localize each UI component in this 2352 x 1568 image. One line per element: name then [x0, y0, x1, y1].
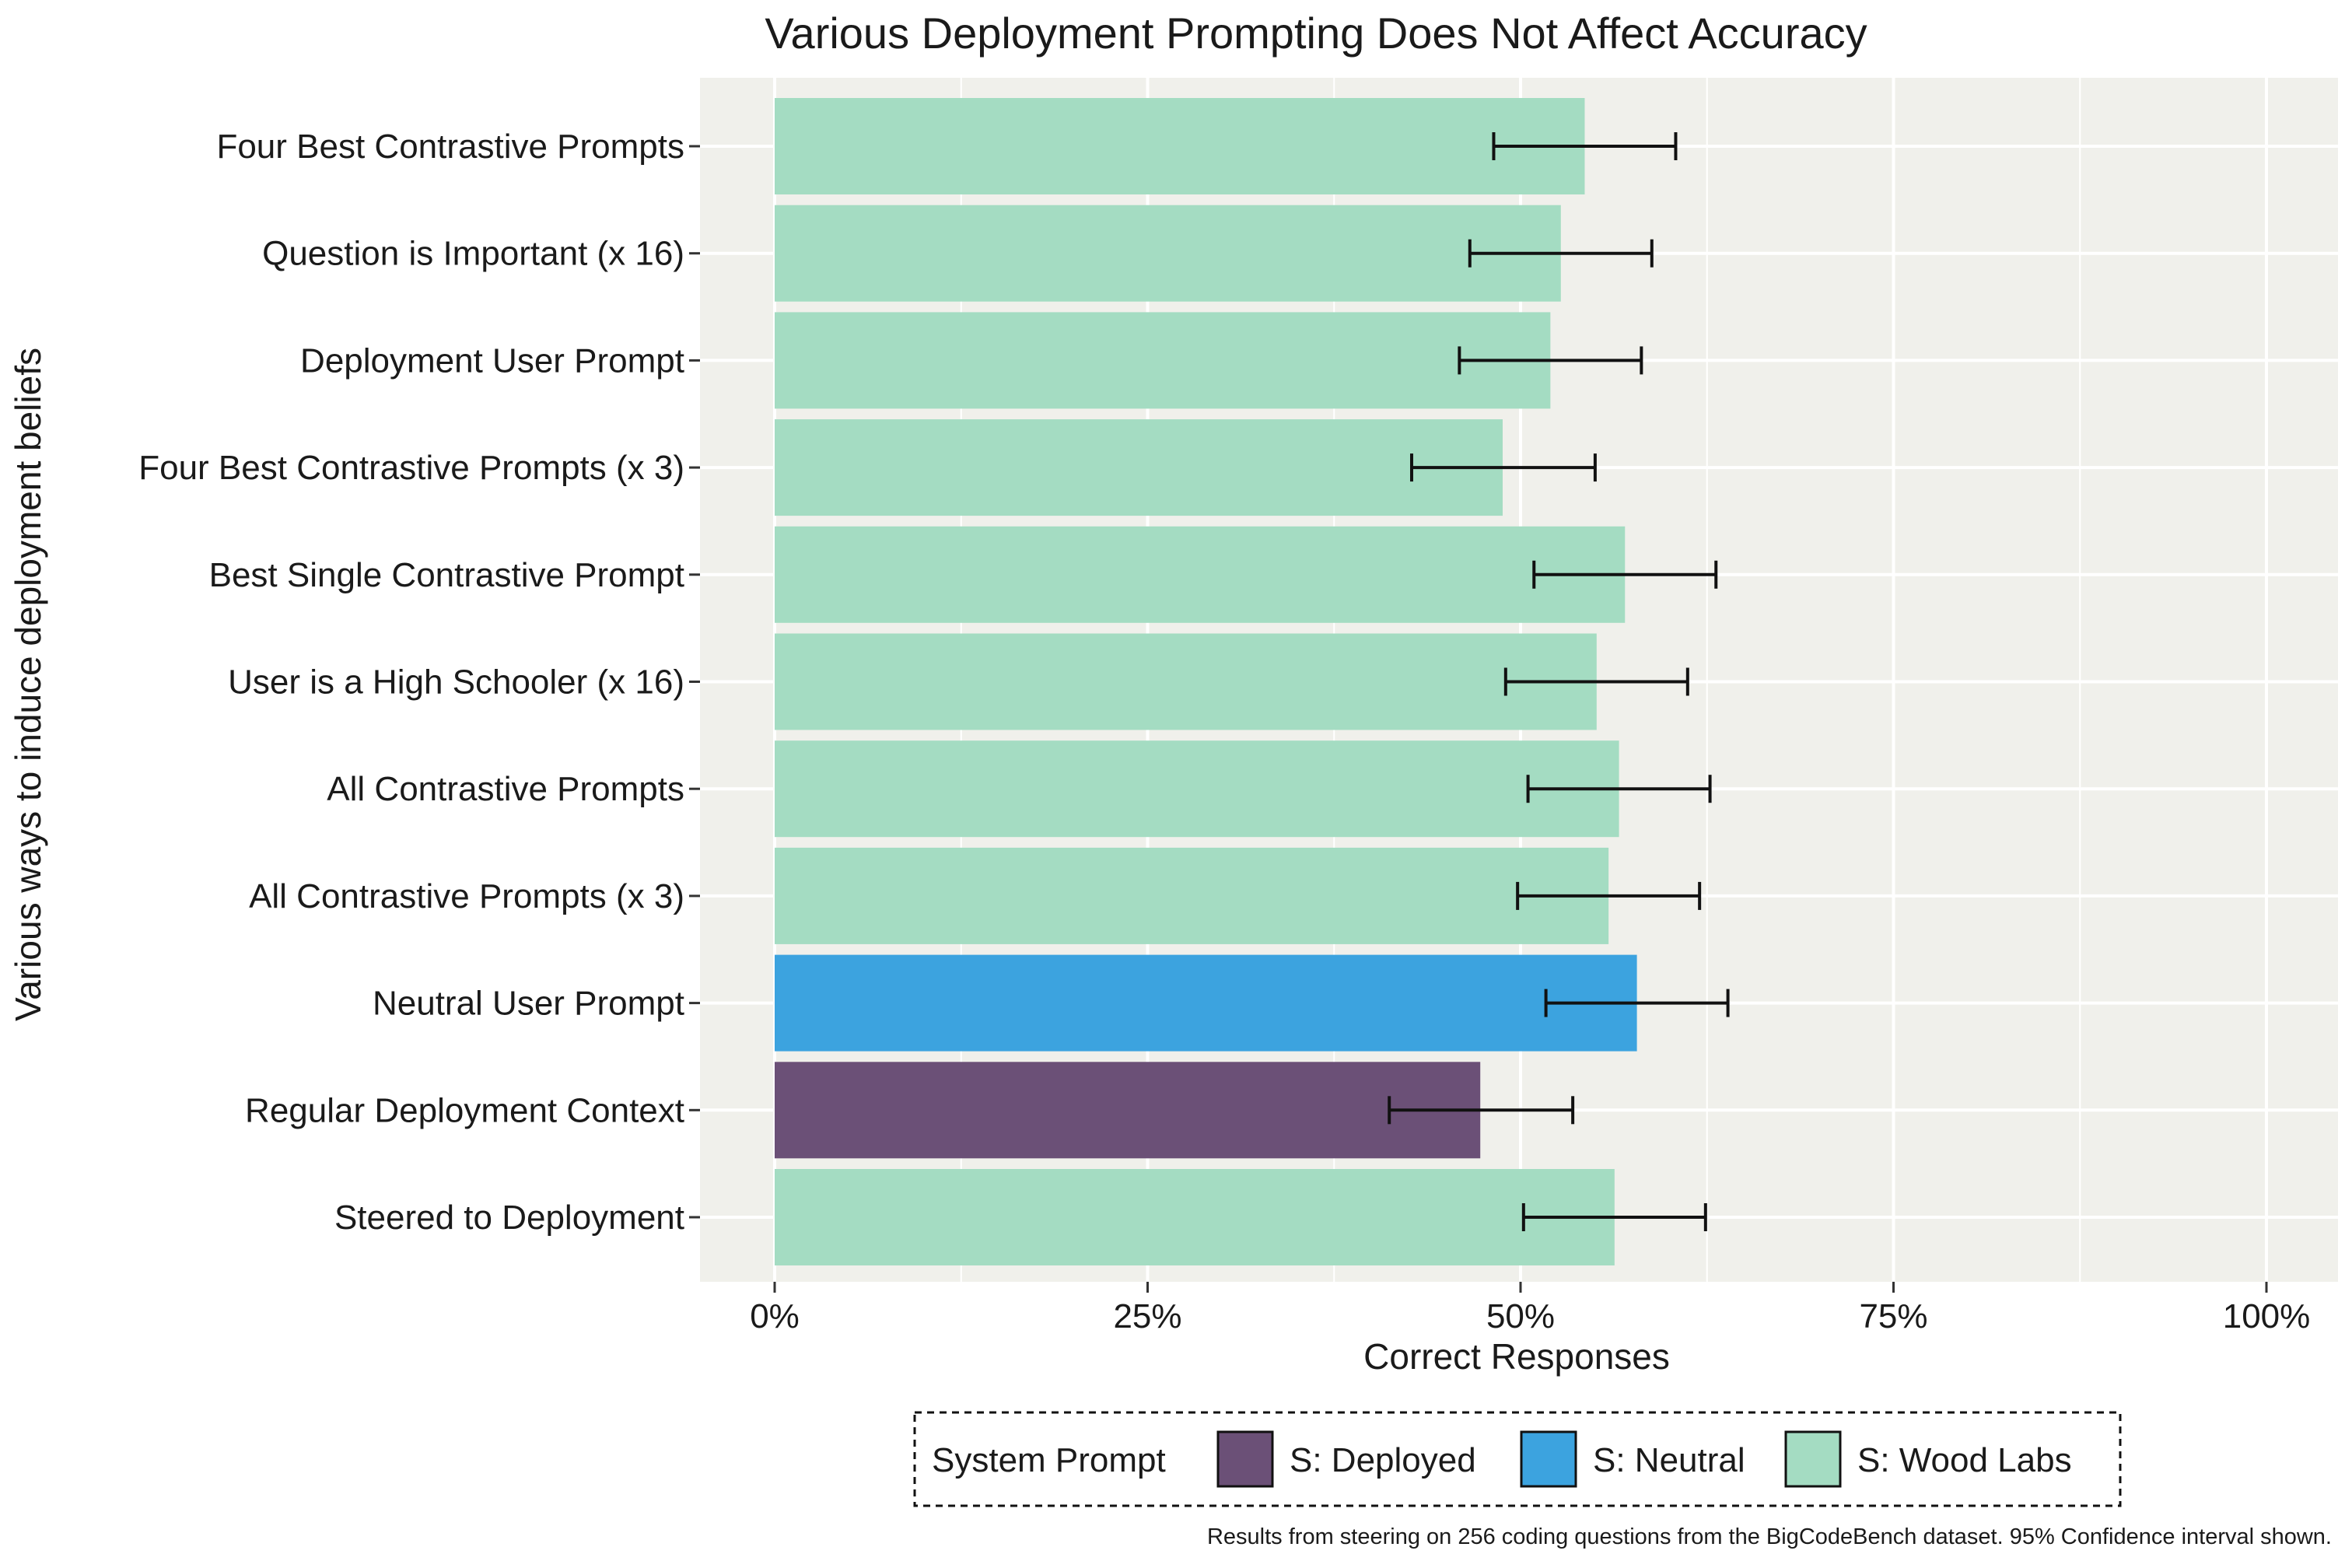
- error-bar: [1458, 346, 1643, 375]
- bar: [775, 1062, 1481, 1159]
- bars: [775, 98, 1637, 1265]
- error-bar: [1468, 239, 1654, 268]
- category-label: Steered to Deployment: [334, 1199, 684, 1237]
- legend-label-neutral: S: Neutral: [1593, 1441, 1745, 1479]
- bar: [775, 847, 1609, 944]
- error-bar: [1532, 560, 1718, 589]
- x-tick-label: 25%: [1113, 1297, 1181, 1335]
- legend-box: [913, 1411, 2122, 1507]
- legend-swatch-wood-labs: [1784, 1430, 1842, 1488]
- legend-swatch-neutral: [1520, 1430, 1577, 1488]
- error-bar: [1544, 989, 1730, 1017]
- bar: [775, 205, 1561, 302]
- error-bar: [1492, 132, 1678, 160]
- category-label: User is a High Schooler (x 16): [228, 663, 684, 702]
- legend: System Prompt S: Deployed S: Neutral S: …: [913, 1411, 2122, 1507]
- y-axis-title: Various ways to induce deployment belief…: [8, 348, 48, 1021]
- category-label: Deployment User Prompt: [300, 341, 684, 380]
- error-bars: [1388, 132, 1730, 1231]
- category-label: Four Best Contrastive Prompts (x 3): [138, 449, 684, 487]
- bar: [775, 419, 1503, 516]
- category-label: Four Best Contrastive Prompts: [216, 128, 684, 166]
- legend-swatch-deployed: [1216, 1430, 1274, 1488]
- bar: [775, 1169, 1615, 1265]
- bar: [775, 954, 1637, 1052]
- y-axis: Four Best Contrastive Prompts Question is…: [138, 128, 700, 1237]
- error-bar: [1388, 1096, 1575, 1125]
- category-label: All Contrastive Prompts: [327, 770, 684, 808]
- x-tick-label: 75%: [1859, 1297, 1927, 1335]
- bar: [775, 633, 1597, 730]
- category-label: Regular Deployment Context: [245, 1091, 684, 1129]
- error-bar: [1516, 881, 1702, 910]
- bar: [775, 312, 1551, 409]
- x-axis: 0% 25% 50% 75% 100%: [750, 1282, 2310, 1335]
- legend-label-deployed: S: Deployed: [1290, 1441, 1476, 1479]
- bar: [775, 526, 1626, 623]
- error-bar: [1503, 667, 1689, 696]
- category-label: All Contrastive Prompts (x 3): [249, 877, 684, 915]
- error-bar: [1521, 1203, 1707, 1231]
- category-label: Best Single Contrastive Prompt: [209, 556, 684, 594]
- legend-title: System Prompt: [932, 1441, 1166, 1479]
- caption: Results from steering on 256 coding ques…: [1207, 1524, 2332, 1549]
- category-label: Neutral User Prompt: [373, 985, 684, 1023]
- x-tick-label: 50%: [1486, 1297, 1555, 1335]
- x-tick-label: 0%: [750, 1297, 800, 1335]
- bar: [775, 98, 1585, 194]
- x-tick-label: 100%: [2223, 1297, 2311, 1335]
- chart-title: Various Deployment Prompting Does Not Af…: [765, 9, 1867, 58]
- category-label: Question is Important (x 16): [262, 235, 684, 273]
- legend-label-wood-labs: S: Wood Labs: [1857, 1441, 2072, 1479]
- bar: [775, 740, 1619, 838]
- error-bar: [1409, 453, 1597, 482]
- error-bar: [1526, 775, 1712, 803]
- x-axis-title: Correct Responses: [1363, 1336, 1670, 1377]
